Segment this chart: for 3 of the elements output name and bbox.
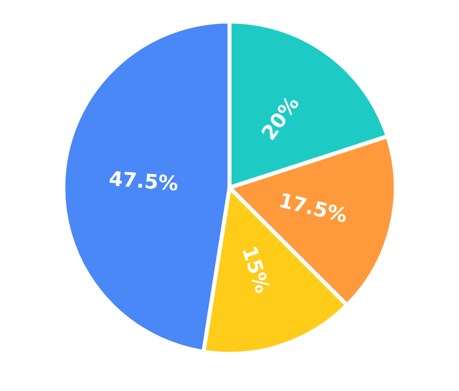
data-label: 15% [237, 243, 275, 296]
data-label: 17.5% [276, 188, 350, 228]
data-label: 47.5% [108, 166, 180, 196]
